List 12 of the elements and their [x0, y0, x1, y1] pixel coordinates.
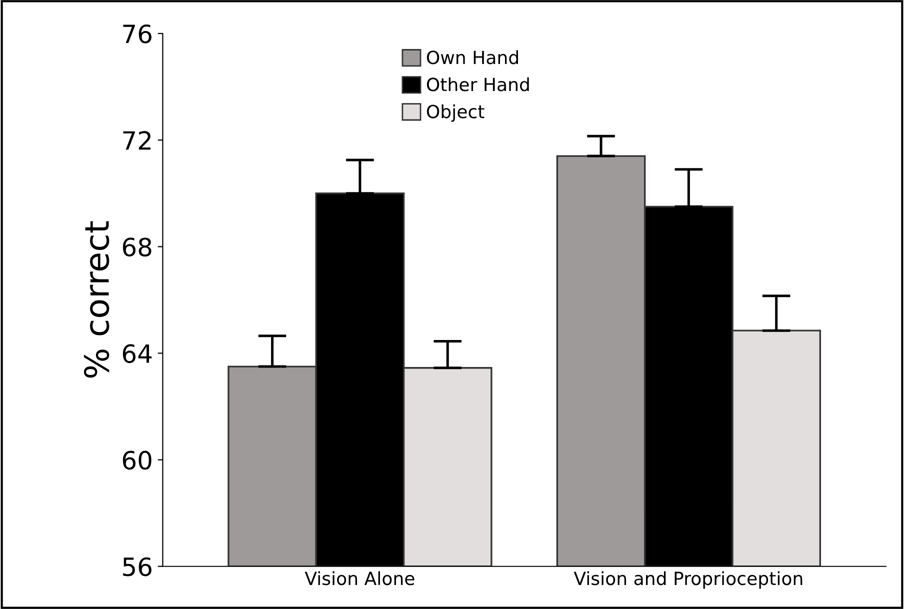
y-tick-label: 76: [123, 24, 152, 44]
y-tick-label: 60: [122, 450, 152, 470]
y-tick-label: 68: [122, 238, 152, 256]
y-tick-label: 64: [122, 344, 152, 364]
legend-label: Object: [426, 104, 484, 122]
x-tick-label: Vision and Proprioception: [574, 571, 802, 589]
x-tick-label: Vision Alone: [304, 571, 414, 586]
y-tick-label: 72: [123, 131, 150, 150]
legend-label: Own Hand: [426, 50, 518, 64]
y-tick-label: 56: [123, 557, 152, 576]
y-axis-title: % correct: [84, 221, 110, 378]
legend-label: Other Hand: [426, 77, 529, 92]
